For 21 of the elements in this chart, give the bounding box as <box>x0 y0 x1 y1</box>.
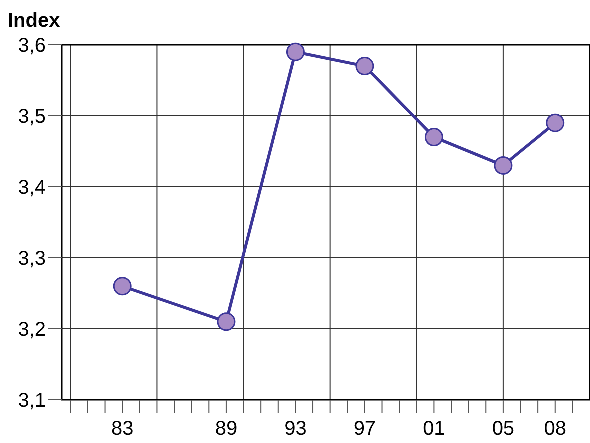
x-tick-label: 01 <box>423 418 446 440</box>
x-tick-label: 83 <box>111 418 134 440</box>
y-tick-label: 3,1 <box>18 390 46 412</box>
x-tick-label: 93 <box>284 418 307 440</box>
y-tick-label: 3,4 <box>18 177 46 199</box>
point <box>494 156 513 175</box>
x-tick-label: 89 <box>215 418 238 440</box>
y-tick-label: 3,2 <box>18 319 46 341</box>
point <box>286 42 305 62</box>
y-tick-label: 3,6 <box>18 35 46 57</box>
point <box>546 114 565 132</box>
x-tick-label: 05 <box>492 418 515 440</box>
point <box>356 57 374 76</box>
x-tick-label: 08 <box>544 418 566 440</box>
point <box>424 128 444 147</box>
point <box>113 277 132 296</box>
y-tick-label: 3,3 <box>18 248 46 270</box>
chart-title: Index <box>8 10 60 32</box>
y-tick-label: 3,5 <box>18 106 46 128</box>
point <box>217 312 236 332</box>
x-tick-label: 97 <box>354 418 376 440</box>
